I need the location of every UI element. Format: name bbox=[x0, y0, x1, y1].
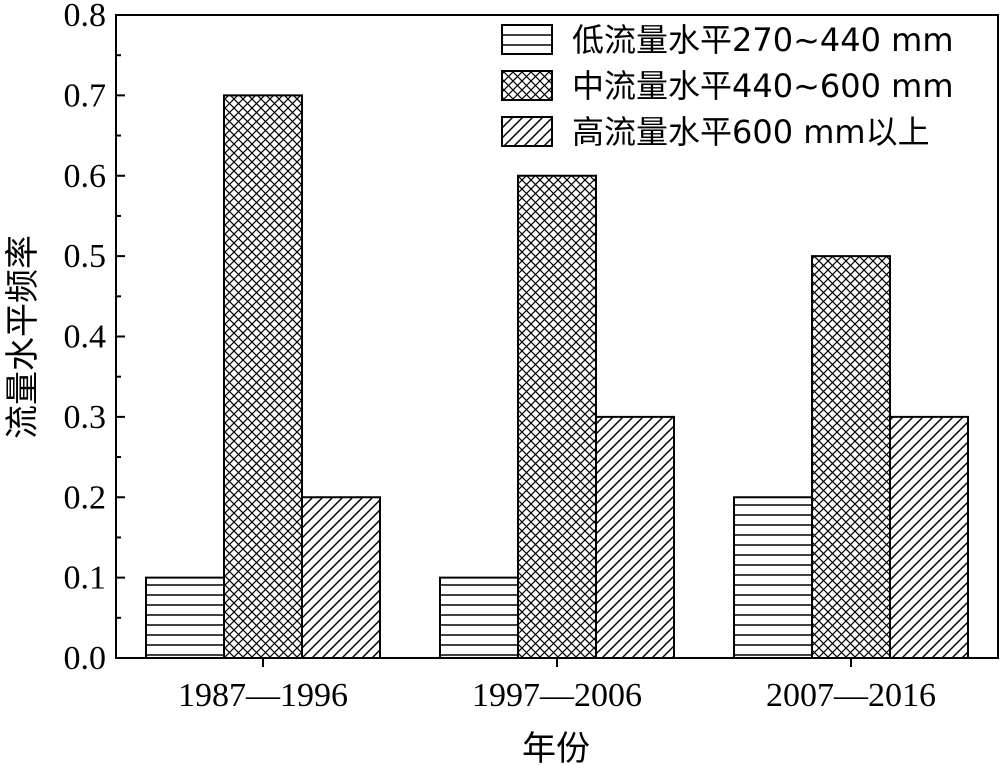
legend-swatch-2 bbox=[501, 70, 553, 101]
bar-1-3 bbox=[733, 496, 813, 659]
bar-3-3 bbox=[889, 415, 969, 659]
y-tick-label: 0.1 bbox=[64, 560, 107, 597]
legend-swatch-1 bbox=[501, 24, 553, 55]
x-tick-label: 1997—2006 bbox=[472, 677, 642, 714]
y-tick-label: 0.0 bbox=[64, 640, 107, 677]
legend-label-1: 低流量水平270~440 mm bbox=[572, 21, 954, 59]
legend-label-3: 高流量水平600 mm以上 bbox=[572, 113, 930, 151]
y-tick-label: 0.3 bbox=[64, 399, 107, 436]
bar-1-1 bbox=[145, 576, 225, 659]
legend: 低流量水平270~440 mm 中流量水平440~600 mm 高流量水平600 m… bbox=[501, 21, 954, 151]
y-tick-label: 0.8 bbox=[64, 0, 107, 34]
y-tick-label: 0.7 bbox=[64, 77, 107, 114]
legend-label-2: 中流量水平440~600 mm bbox=[572, 67, 954, 105]
bar-2-3 bbox=[811, 255, 891, 659]
y-tick-label: 0.5 bbox=[64, 238, 107, 275]
x-axis: 1987—1996 1997—2006 2007—2016 bbox=[178, 658, 936, 714]
x-axis-title: 年份 bbox=[522, 729, 590, 765]
y-tick-label: 0.2 bbox=[64, 479, 107, 516]
y-tick-label: 0.6 bbox=[64, 158, 107, 195]
legend-swatch-3 bbox=[501, 116, 553, 147]
bar-2-1 bbox=[223, 94, 303, 659]
plot-frame bbox=[115, 14, 999, 659]
x-tick-label: 2007—2016 bbox=[766, 677, 936, 714]
bar-3-2 bbox=[595, 415, 675, 659]
y-tick-label: 0.4 bbox=[64, 319, 107, 356]
bar-1-2 bbox=[439, 576, 519, 659]
y-axis: 0.0 0.1 0.2 0.3 0.4 0.5 0.6 0.7 0.8 bbox=[64, 0, 125, 677]
bar-3-1 bbox=[301, 496, 381, 659]
bars bbox=[145, 94, 969, 659]
y-axis-title: 流量水平频率 bbox=[3, 235, 43, 439]
bar-2-2 bbox=[517, 174, 597, 659]
x-tick-label: 1987—1996 bbox=[178, 677, 348, 714]
